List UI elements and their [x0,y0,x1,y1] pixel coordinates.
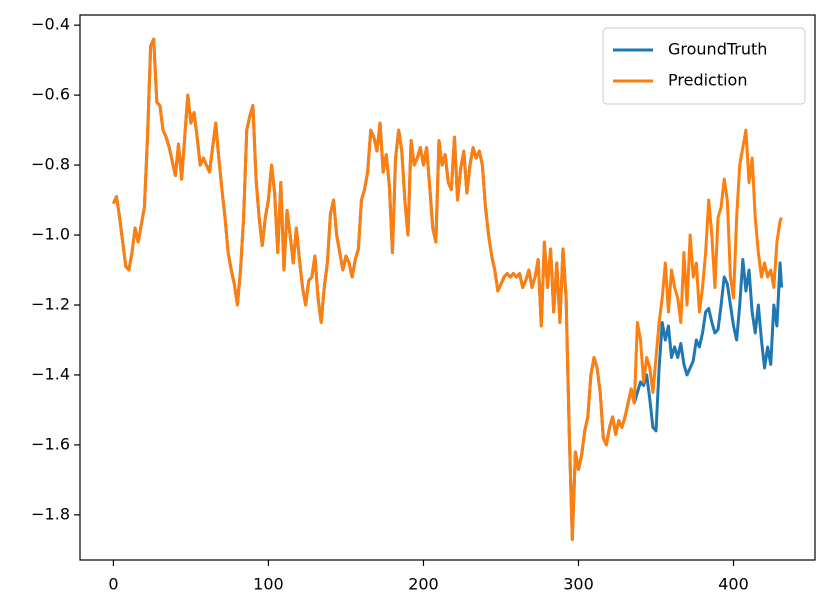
x-tick-label: 200 [408,575,439,594]
x-tick-label: 300 [563,575,594,594]
y-tick-label: −1.8 [31,504,70,523]
y-tick-label: −1.2 [31,294,70,313]
legend-label: GroundTruth [668,40,767,59]
y-tick-label: −0.8 [31,155,70,174]
x-tick-label: 0 [108,575,118,594]
series-line [112,37,783,541]
x-tick-label: 100 [253,575,284,594]
plot-area [80,15,815,560]
y-tick-label: −1.6 [31,434,70,453]
y-tick-label: −1.0 [31,225,70,244]
y-tick-label: −1.4 [31,364,70,383]
y-tick-label: −0.4 [31,15,70,34]
legend-box [602,27,806,105]
x-tick-label: 400 [718,575,749,594]
y-tick-label: −0.6 [31,85,70,104]
legend-label: Prediction [668,71,747,90]
axes-frame [79,14,816,561]
